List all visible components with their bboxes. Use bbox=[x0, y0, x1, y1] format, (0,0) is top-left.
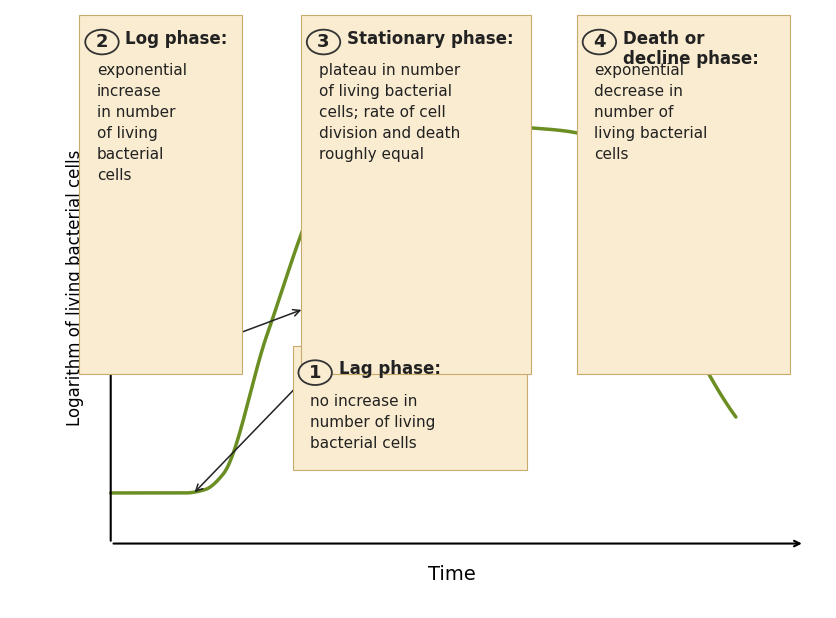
Text: exponential
increase
in number
of living
bacterial
cells: exponential increase in number of living… bbox=[97, 63, 187, 183]
Text: 3: 3 bbox=[318, 33, 329, 51]
Text: Log phase:: Log phase: bbox=[125, 30, 227, 48]
Text: Stationary phase:: Stationary phase: bbox=[347, 30, 513, 48]
Text: plateau in number
of living bacterial
cells; rate of cell
division and death
rou: plateau in number of living bacterial ce… bbox=[319, 63, 460, 162]
Text: Lag phase:: Lag phase: bbox=[339, 360, 441, 378]
Text: 1: 1 bbox=[309, 363, 321, 382]
Text: no increase in
number of living
bacterial cells: no increase in number of living bacteria… bbox=[310, 394, 436, 451]
Text: 4: 4 bbox=[594, 33, 605, 51]
Text: exponential
decrease in
number of
living bacterial
cells: exponential decrease in number of living… bbox=[594, 63, 708, 162]
Y-axis label: Logarithm of living bacterial cells: Logarithm of living bacterial cells bbox=[66, 149, 84, 426]
X-axis label: Time: Time bbox=[427, 564, 476, 583]
Text: 2: 2 bbox=[96, 33, 108, 51]
Text: Death or
decline phase:: Death or decline phase: bbox=[623, 30, 759, 69]
